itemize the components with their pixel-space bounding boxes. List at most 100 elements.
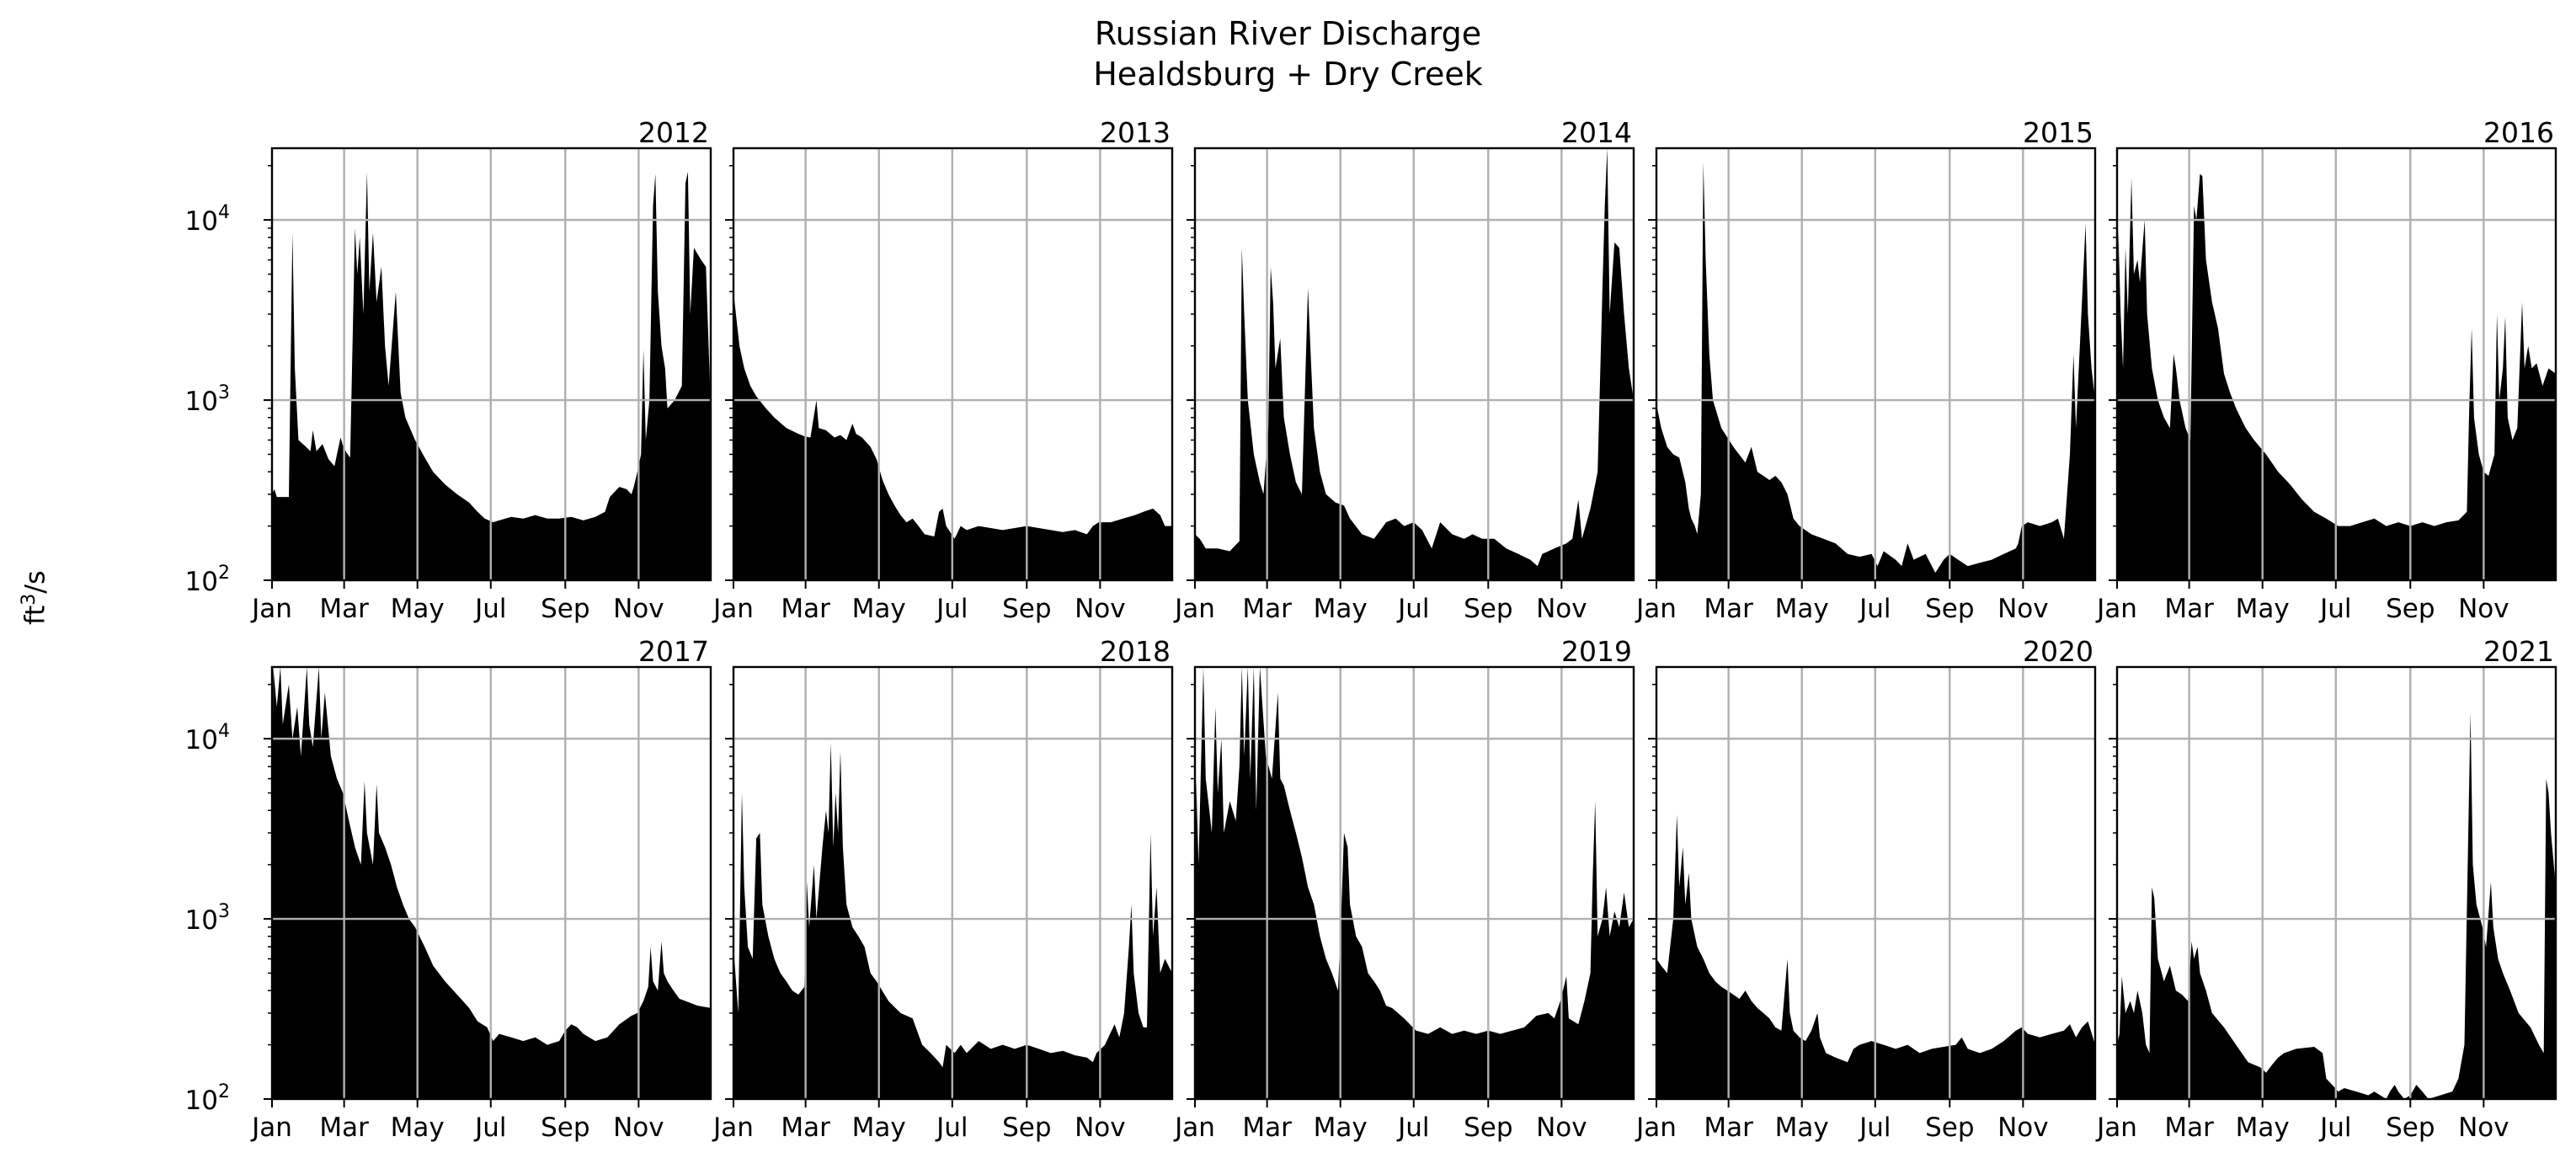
x-tick-label: Sep [541, 594, 589, 624]
x-tick-label: May [852, 594, 906, 624]
y-tick-base: 10 [185, 567, 218, 597]
x-tick-label: May [1314, 1113, 1368, 1143]
x-tick-label: Sep [1925, 594, 1974, 624]
y-axis-label-base: ft [19, 605, 51, 625]
x-tick-label: Jul [1858, 594, 1891, 624]
x-tick-label: Jul [1396, 594, 1429, 624]
discharge-area-2016 [2117, 173, 2556, 580]
x-tick-label: Jul [1396, 1113, 1429, 1143]
x-tick-label: May [391, 1113, 445, 1143]
x-tick-label: May [852, 1113, 906, 1143]
x-tick-label: Nov [1536, 1113, 1587, 1143]
x-tick-label: Mar [1704, 594, 1753, 624]
discharge-area-2018 [733, 742, 1172, 1099]
discharge-area-2019 [1195, 667, 1634, 1099]
panel-year-label: 2019 [1561, 635, 1632, 668]
y-axis-label: ft3/s [19, 570, 51, 625]
panel-2016: Jan Mar May Jul Sep Nov 2016 [2095, 116, 2557, 624]
x-tick-label: Nov [1075, 1113, 1126, 1143]
x-tick-label: Mar [319, 594, 369, 624]
y-tick-label: 103 [185, 382, 230, 417]
x-tick-label: Mar [781, 1113, 830, 1143]
panel-year-label: 2020 [2023, 635, 2093, 668]
panel-year-label: 2018 [1100, 635, 1171, 668]
x-tick-label: May [391, 594, 445, 624]
discharge-area-2017 [272, 667, 711, 1099]
panel-2018: Jan Mar May Jul Sep Nov 2018 [712, 635, 1174, 1143]
x-tick-label: Nov [613, 594, 664, 624]
y-axis-label-exponent: 3 [19, 593, 40, 606]
x-tick-label: Mar [2164, 1113, 2214, 1143]
x-tick-label: Jan [1635, 1113, 1677, 1143]
y-tick-label: 104 [185, 721, 230, 755]
y-tick-base: 10 [185, 905, 218, 936]
discharge-area-2014 [1195, 148, 1634, 580]
x-tick-label: Jul [935, 1113, 968, 1143]
panel-year-label: 2015 [2023, 116, 2093, 149]
x-tick-label: Jan [1173, 594, 1215, 624]
x-tick-label: Mar [1704, 1113, 1753, 1143]
chart-title: Russian River Discharge [1094, 15, 1482, 52]
x-tick-label: Nov [1075, 594, 1126, 624]
x-tick-label: Sep [2386, 594, 2435, 624]
x-tick-label: Mar [1242, 594, 1292, 624]
panel-2014: Jan Mar May Jul Sep Nov 2014 [1173, 116, 1635, 624]
x-tick-label: May [2236, 594, 2290, 624]
x-tick-label: Mar [319, 1113, 369, 1143]
y-tick-label: 102 [185, 563, 230, 597]
x-tick-label: May [1314, 594, 1368, 624]
panel-2019: Jan Mar May Jul Sep Nov 2019 [1173, 635, 1635, 1143]
x-tick-label: Sep [1464, 594, 1512, 624]
x-tick-label: Sep [1002, 594, 1051, 624]
panel-year-label: 2013 [1100, 116, 1171, 149]
x-tick-label: Jan [712, 594, 754, 624]
x-tick-label: May [1775, 1113, 1829, 1143]
panel-year-label: 2012 [638, 116, 709, 149]
x-tick-label: Jan [250, 594, 292, 624]
x-tick-label: Jul [473, 594, 506, 624]
y-tick-label: 103 [185, 901, 230, 936]
panel-year-label: 2017 [638, 635, 709, 668]
panel-year-label: 2021 [2483, 635, 2554, 668]
y-tick-exponent: 4 [218, 721, 230, 742]
x-tick-label: Nov [1536, 594, 1587, 624]
x-tick-label: Jul [1858, 1113, 1891, 1143]
x-tick-label: Sep [1925, 1113, 1974, 1143]
x-tick-label: Sep [1464, 1113, 1512, 1143]
x-tick-label: Nov [2458, 1113, 2509, 1143]
discharge-area-2012 [272, 172, 711, 580]
y-tick-label: 102 [185, 1081, 230, 1116]
x-tick-label: Jan [1635, 594, 1677, 624]
x-tick-label: Jan [712, 1113, 754, 1143]
x-tick-label: May [1775, 594, 1829, 624]
x-tick-label: Sep [2386, 1113, 2435, 1143]
x-tick-label: Jul [2318, 1113, 2351, 1143]
y-tick-exponent: 2 [218, 563, 230, 584]
chart-subtitle: Healdsburg + Dry Creek [1093, 56, 1483, 93]
discharge-area-2021 [2117, 712, 2556, 1099]
x-tick-label: Jul [473, 1113, 506, 1143]
x-tick-label: Jul [2318, 594, 2351, 624]
x-tick-label: Jan [250, 1113, 292, 1143]
y-tick-exponent: 3 [218, 382, 230, 403]
y-tick-base: 10 [185, 387, 218, 417]
panel-2013: Jan Mar May Jul Sep Nov 2013 [712, 116, 1174, 624]
y-axis-label-unit: /s [19, 570, 51, 594]
y-tick-base: 10 [185, 206, 218, 237]
discharge-area-2020 [1656, 814, 2095, 1099]
x-tick-label: Mar [1242, 1113, 1292, 1143]
x-tick-label: Jul [935, 594, 968, 624]
panel-2015: Jan Mar May Jul Sep Nov 2015 [1635, 116, 2097, 624]
panel-year-label: 2016 [2483, 116, 2554, 149]
x-tick-label: Nov [1997, 594, 2049, 624]
x-tick-label: Jan [2095, 594, 2137, 624]
x-tick-label: Jan [2095, 1113, 2137, 1143]
panel-2021: Jan Mar May Jul Sep Nov 2021 [2095, 635, 2557, 1143]
x-tick-label: Sep [1002, 1113, 1051, 1143]
x-tick-label: May [2236, 1113, 2290, 1143]
x-tick-label: Mar [2164, 594, 2214, 624]
